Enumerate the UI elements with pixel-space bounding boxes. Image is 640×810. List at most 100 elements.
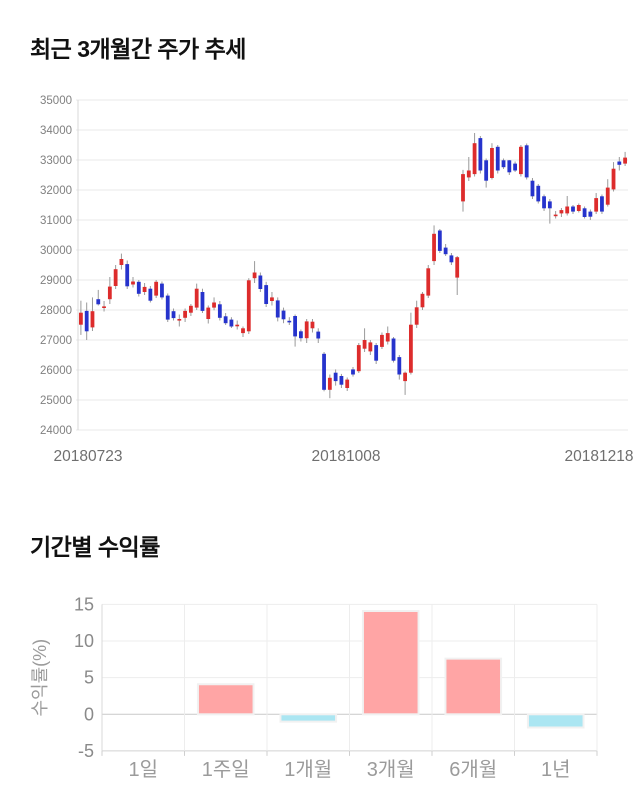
price-chart-title: 최근 3개월간 주가 추세 <box>30 36 246 62</box>
candle-body <box>177 319 182 321</box>
candle-body <box>281 310 286 320</box>
candle-body <box>142 286 147 292</box>
return-bar <box>444 657 503 716</box>
candle-body <box>287 320 292 323</box>
y-tick-label: 31000 <box>40 215 72 227</box>
candle-body <box>78 312 83 325</box>
candle-body <box>518 146 523 175</box>
candle-body <box>600 196 604 212</box>
y-tick-label: 35000 <box>40 95 72 107</box>
candle-body <box>183 310 188 318</box>
candle-body <box>403 372 408 382</box>
candle-body <box>125 264 130 287</box>
category-label: 1주일 <box>202 758 250 781</box>
candle-body <box>264 285 269 304</box>
y-tick-label: 24000 <box>40 425 72 437</box>
return-bar <box>526 713 585 729</box>
category-label: 1일 <box>128 758 158 781</box>
y-tick-label: 5 <box>84 668 94 688</box>
candle-body <box>536 185 541 202</box>
candle-body <box>553 214 558 217</box>
candle-body <box>229 319 234 327</box>
candle-body <box>414 307 419 325</box>
candle-body <box>223 316 228 324</box>
candle-body <box>547 201 552 209</box>
y-tick-label: -5 <box>78 741 94 761</box>
candle-body <box>212 302 216 308</box>
candle-body <box>327 377 332 390</box>
candle-body <box>252 272 257 279</box>
y-tick-label: 10 <box>74 631 94 651</box>
candle-body <box>102 306 106 308</box>
candle-body <box>472 143 477 175</box>
candle-body <box>461 174 465 202</box>
return-bar <box>361 609 420 716</box>
candle-body <box>368 342 373 352</box>
candle-body <box>611 168 616 190</box>
y-tick-label: 34000 <box>40 125 72 137</box>
y-tick-label: 0 <box>84 704 94 724</box>
candle-body <box>380 334 384 347</box>
candle-body <box>374 345 379 361</box>
candle-body <box>90 311 95 328</box>
y-tick-label: 25000 <box>40 395 72 407</box>
category-label: 1년 <box>541 758 571 781</box>
returns-chart-title: 기간별 수익률 <box>30 534 160 560</box>
x-axis-label: 20181218 <box>565 448 634 465</box>
returns-bar-chart: 15 10 5 0 -5 1일 1주일 1개월 3개월 6개월 1년 수익률(%) <box>30 594 598 781</box>
x-axis-label: 20181008 <box>312 448 381 465</box>
candle-body <box>316 331 321 339</box>
candle-body <box>246 280 251 332</box>
candle-body <box>96 299 101 305</box>
candle-body <box>270 297 274 301</box>
candle-body <box>542 196 546 209</box>
candle-body <box>304 321 309 339</box>
candle-body <box>443 247 448 255</box>
candle-body <box>391 338 396 361</box>
candle-body <box>617 161 622 165</box>
candle-body <box>530 180 535 197</box>
candle-body <box>333 372 338 382</box>
candle-body <box>119 259 124 265</box>
candle-body <box>571 206 575 212</box>
y-tick-label: 29000 <box>40 275 72 287</box>
candle-body <box>160 283 164 298</box>
y-tick-label: 32000 <box>40 185 72 197</box>
candle-body <box>397 357 402 375</box>
candle-body <box>426 268 431 296</box>
candle-body <box>148 288 153 301</box>
candle-body <box>235 324 240 327</box>
candle-body <box>478 138 483 171</box>
candle-body <box>466 170 471 178</box>
candle-body <box>84 310 89 332</box>
x-axis-label: 20180723 <box>54 448 123 465</box>
y-tick-label: 27000 <box>40 335 72 347</box>
candle-body <box>241 328 245 334</box>
candle-body <box>490 148 494 178</box>
candle-body <box>107 286 112 300</box>
candle-body <box>194 288 199 308</box>
candle-body <box>362 340 367 349</box>
candle-body <box>576 205 581 211</box>
candle-body <box>588 211 593 217</box>
candle-body <box>345 379 350 388</box>
candle-body <box>188 305 193 313</box>
candle-body <box>217 304 222 318</box>
candle-body <box>154 281 159 296</box>
candle-body <box>165 295 170 320</box>
candle-body <box>559 210 564 214</box>
candle-body <box>623 157 628 164</box>
y-tick-label: 28000 <box>40 305 72 317</box>
y-tick-label: 26000 <box>40 365 72 377</box>
candle-body <box>455 257 460 278</box>
candle-body <box>131 281 135 285</box>
candle-body <box>293 316 298 337</box>
category-label: 6개월 <box>449 758 497 781</box>
candle-body <box>420 293 425 308</box>
return-bar <box>196 683 255 716</box>
candle-body <box>408 324 413 373</box>
y-axis-title: 수익률(%) <box>30 639 50 717</box>
candle-body <box>605 187 610 205</box>
candle-body <box>495 146 500 171</box>
candle-body <box>565 206 570 214</box>
